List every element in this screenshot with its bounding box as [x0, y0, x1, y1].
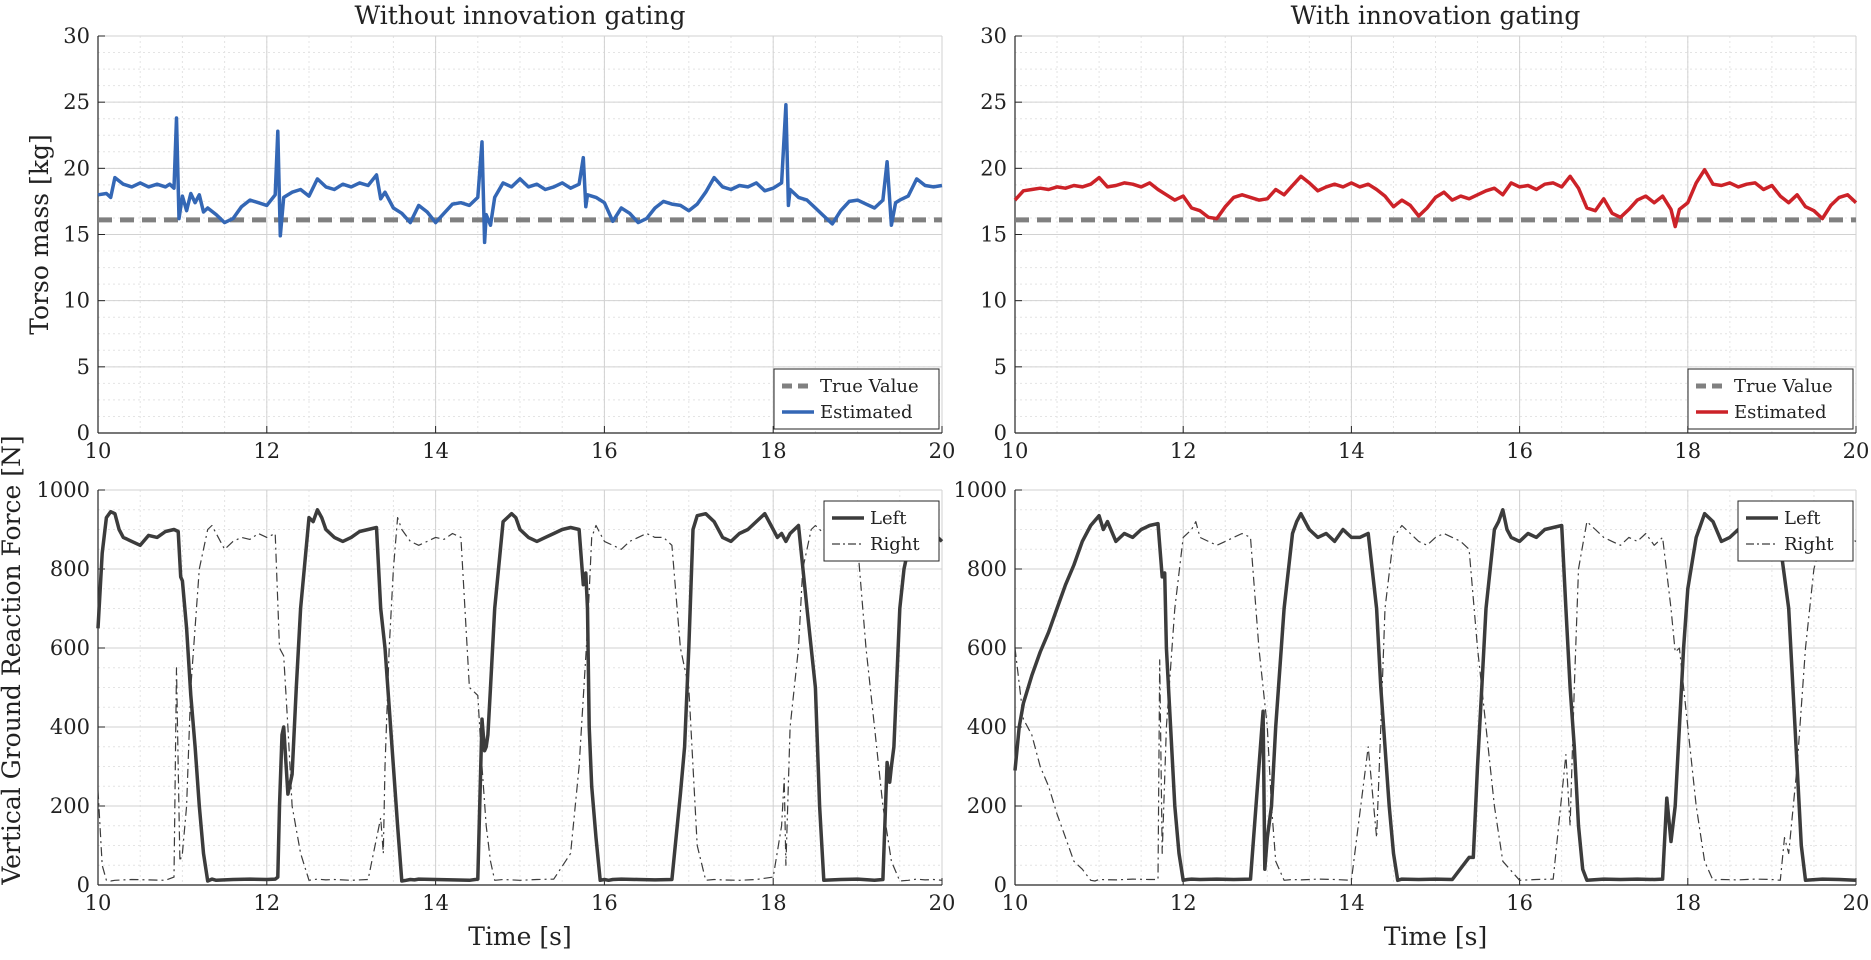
- y-tick-label: 20: [63, 156, 90, 180]
- y-tick-label: 0: [994, 421, 1007, 445]
- y-tick-label: 10: [63, 289, 90, 313]
- legend-label: Left: [1784, 508, 1821, 529]
- y-tick-label: 0: [77, 421, 90, 445]
- legend-label: True Value: [1734, 376, 1833, 397]
- y-tick-label: 25: [980, 90, 1007, 114]
- y-tick-label: 1000: [37, 478, 90, 502]
- x-tick-label: 20: [1843, 439, 1870, 463]
- x-tick-label: 16: [1506, 439, 1533, 463]
- legend-label: Estimated: [1734, 402, 1827, 423]
- y-tick-label: 5: [994, 355, 1007, 379]
- x-tick-label: 16: [591, 439, 618, 463]
- y-tick-label: 30: [980, 24, 1007, 48]
- series-line-left: [1013, 508, 1857, 883]
- y-tick-label: 0: [994, 873, 1007, 897]
- y-tick-label: 15: [980, 223, 1007, 247]
- chart-title: Without innovation gating: [354, 1, 685, 30]
- x-tick-label: 18: [1674, 891, 1701, 915]
- series-line-estimated: [97, 103, 943, 245]
- x-axis-label: Time [s]: [468, 922, 571, 951]
- legend: Left Right: [823, 500, 940, 562]
- x-axis-label: Time [s]: [1384, 922, 1487, 951]
- x-tick-label: 10: [1002, 439, 1029, 463]
- x-tick-label: 20: [929, 439, 956, 463]
- x-tick-label: 10: [85, 439, 112, 463]
- series-line-right: [97, 516, 943, 882]
- x-tick-label: 16: [591, 891, 618, 915]
- x-tick-label: 12: [253, 891, 280, 915]
- x-tick-label: 14: [422, 439, 449, 463]
- y-tick-label: 15: [63, 223, 90, 247]
- y-tick-label: 600: [967, 636, 1007, 660]
- x-tick-label: 14: [1338, 891, 1365, 915]
- legend-label: Right: [1784, 534, 1834, 555]
- series-line-left: [96, 508, 944, 883]
- legend-label: Right: [870, 534, 920, 555]
- legend-label: Estimated: [820, 402, 913, 423]
- legend-box: [1687, 368, 1854, 430]
- y-tick-label: 200: [967, 794, 1007, 818]
- legend-label: True Value: [820, 376, 919, 397]
- y-tick-label: 200: [50, 794, 90, 818]
- x-tick-label: 18: [1674, 439, 1701, 463]
- y-tick-label: 5: [77, 355, 90, 379]
- x-tick-label: 10: [1002, 891, 1029, 915]
- y-tick-label: 600: [50, 636, 90, 660]
- chart-panel-2: 10 12 14 16 18 20 0 5 10 15 20 25 30 With innovation …: [980, 1, 1869, 463]
- series-line-estimated: [1013, 167, 1858, 229]
- x-tick-label: 14: [422, 891, 449, 915]
- x-tick-label: 20: [1843, 891, 1870, 915]
- y-axis-label: Torso mass [kg]: [25, 134, 54, 334]
- y-tick-label: 20: [980, 156, 1007, 180]
- y-tick-label: 30: [63, 24, 90, 48]
- chart-title: With innovation gating: [1291, 1, 1581, 30]
- series-line-right: [1014, 520, 1857, 882]
- x-tick-label: 12: [1170, 439, 1197, 463]
- legend-box: [1737, 500, 1854, 562]
- legend-box: [773, 368, 940, 430]
- legend: Left Right: [1737, 500, 1854, 562]
- legend: True Value Estimated: [1687, 368, 1854, 430]
- x-tick-label: 12: [253, 439, 280, 463]
- x-tick-label: 12: [1170, 891, 1197, 915]
- y-tick-label: 400: [50, 715, 90, 739]
- y-tick-label: 800: [50, 557, 90, 581]
- x-tick-label: 10: [85, 891, 112, 915]
- x-tick-label: 20: [929, 891, 956, 915]
- y-tick-label: 800: [967, 557, 1007, 581]
- legend-label: Left: [870, 508, 907, 529]
- x-tick-label: 14: [1338, 439, 1365, 463]
- x-tick-label: 18: [760, 891, 787, 915]
- y-axis-label: Vertical Ground Reaction Force [N]: [0, 435, 26, 885]
- legend: True Value Estimated: [773, 368, 940, 430]
- y-tick-label: 0: [77, 873, 90, 897]
- x-tick-label: 18: [760, 439, 787, 463]
- y-tick-label: 10: [980, 289, 1007, 313]
- x-tick-label: 16: [1506, 891, 1533, 915]
- y-tick-label: 400: [967, 715, 1007, 739]
- legend-box: [823, 500, 940, 562]
- chart-panel-1: 10 12 14 16 18 20 0 5 10 15 20 25 30 Without innovati…: [25, 1, 955, 463]
- y-tick-label: 1000: [954, 478, 1007, 502]
- y-tick-label: 25: [63, 90, 90, 114]
